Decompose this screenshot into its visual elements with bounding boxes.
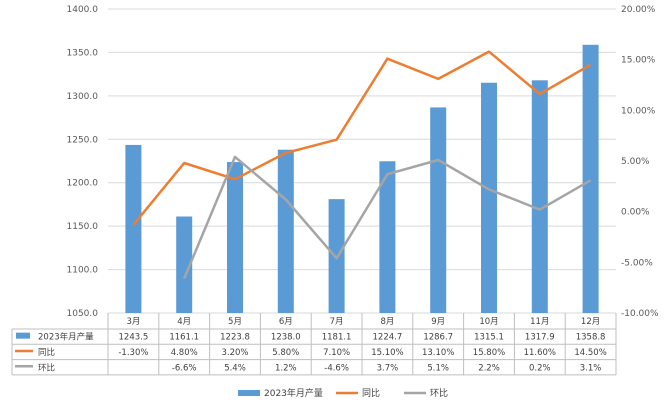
y-left-tick-label: 1350.0 [67, 48, 99, 58]
table-cell: 5.80% [272, 348, 299, 358]
table-cell: 3.7% [377, 363, 399, 373]
bar [125, 144, 142, 313]
y-right-tick-label: -10.00% [621, 309, 659, 319]
bar [582, 44, 599, 313]
y-left-tick-label: 1300.0 [67, 92, 99, 102]
bar [176, 216, 193, 313]
bar [227, 162, 243, 313]
x-tick-label: 11月 [530, 317, 549, 327]
table-cell: -6.6% [172, 363, 197, 373]
bar [481, 82, 497, 313]
table-legend-key-bar [16, 332, 30, 339]
x-tick-label: 5月 [228, 317, 242, 327]
table-cell: 1317.9 [525, 333, 555, 343]
bar [277, 149, 294, 313]
table-cell: 0.2% [529, 363, 551, 373]
table-cell: 7.10% [323, 348, 350, 358]
y-right-tick-label: -5.00% [621, 258, 653, 268]
table-cell: 11.60% [524, 348, 556, 358]
table-cell: 5.4% [224, 363, 246, 373]
table-cell: 1.2% [275, 363, 297, 373]
table-cell: 1358.8 [576, 333, 606, 343]
x-tick-label: 12月 [581, 317, 600, 327]
table-cell: 15.10% [371, 348, 403, 358]
table-cell: 3.1% [580, 363, 602, 373]
table-row-label: 环比 [38, 362, 55, 373]
table-cell: 13.10% [422, 348, 454, 358]
table-cell: -4.6% [324, 363, 349, 373]
y-right-tick-label: 0.00% [621, 208, 650, 218]
legend-label: 2023年月产量 [264, 387, 323, 399]
y-left-tick-label: 1200.0 [67, 179, 99, 189]
yoy-line [132, 50, 592, 226]
table-cell: 3.20% [221, 348, 248, 358]
x-tick-label: 4月 [177, 317, 191, 327]
bar [531, 80, 548, 313]
table-cell: 1161.1 [169, 333, 199, 343]
table-cell: 1315.1 [474, 333, 504, 343]
x-tick-label: 3月 [126, 317, 140, 327]
table-cell: 1181.1 [322, 333, 352, 343]
table-cell: 1238.0 [271, 333, 301, 343]
y-right-tick-label: 10.00% [621, 106, 656, 116]
y-left-tick-label: 1250.0 [67, 135, 99, 145]
bar [430, 107, 447, 313]
y-left-tick-label: 1100.0 [67, 266, 99, 276]
table-cell: 15.80% [473, 348, 505, 358]
y-right-tick-label: 20.00% [621, 5, 656, 15]
table-cell: 1243.5 [119, 333, 149, 343]
y-left-tick-label: 1400.0 [67, 5, 99, 15]
x-tick-label: 10月 [479, 317, 498, 327]
y-right-tick-label: 15.00% [621, 56, 656, 66]
table-row-label: 2023年月产量 [38, 332, 94, 343]
bar [379, 161, 396, 313]
table-cell: 2.2% [478, 363, 500, 373]
table-cell: 1224.7 [373, 333, 403, 343]
legend-label: 同比 [362, 387, 380, 399]
mom-line [183, 155, 592, 279]
x-tick-label: 9月 [431, 317, 445, 327]
table-cell: 1223.8 [220, 333, 250, 343]
x-tick-label: 7月 [330, 317, 344, 327]
y-right-tick-label: 5.00% [621, 157, 650, 167]
table-row-label: 同比 [38, 347, 55, 358]
table-cell: 5.1% [427, 363, 449, 373]
legend-key-bar [238, 390, 260, 396]
table-cell: 4.80% [171, 348, 198, 358]
table-cell: 1286.7 [423, 333, 453, 343]
legend-label: 环比 [430, 387, 448, 399]
y-left-tick-label: 1150.0 [67, 222, 99, 232]
x-tick-label: 6月 [279, 317, 293, 327]
table-cell: -1.30% [118, 348, 148, 358]
x-tick-label: 8月 [380, 317, 394, 327]
y-left-tick-label: 1050.0 [67, 309, 99, 319]
table-cell: 14.50% [574, 348, 606, 358]
